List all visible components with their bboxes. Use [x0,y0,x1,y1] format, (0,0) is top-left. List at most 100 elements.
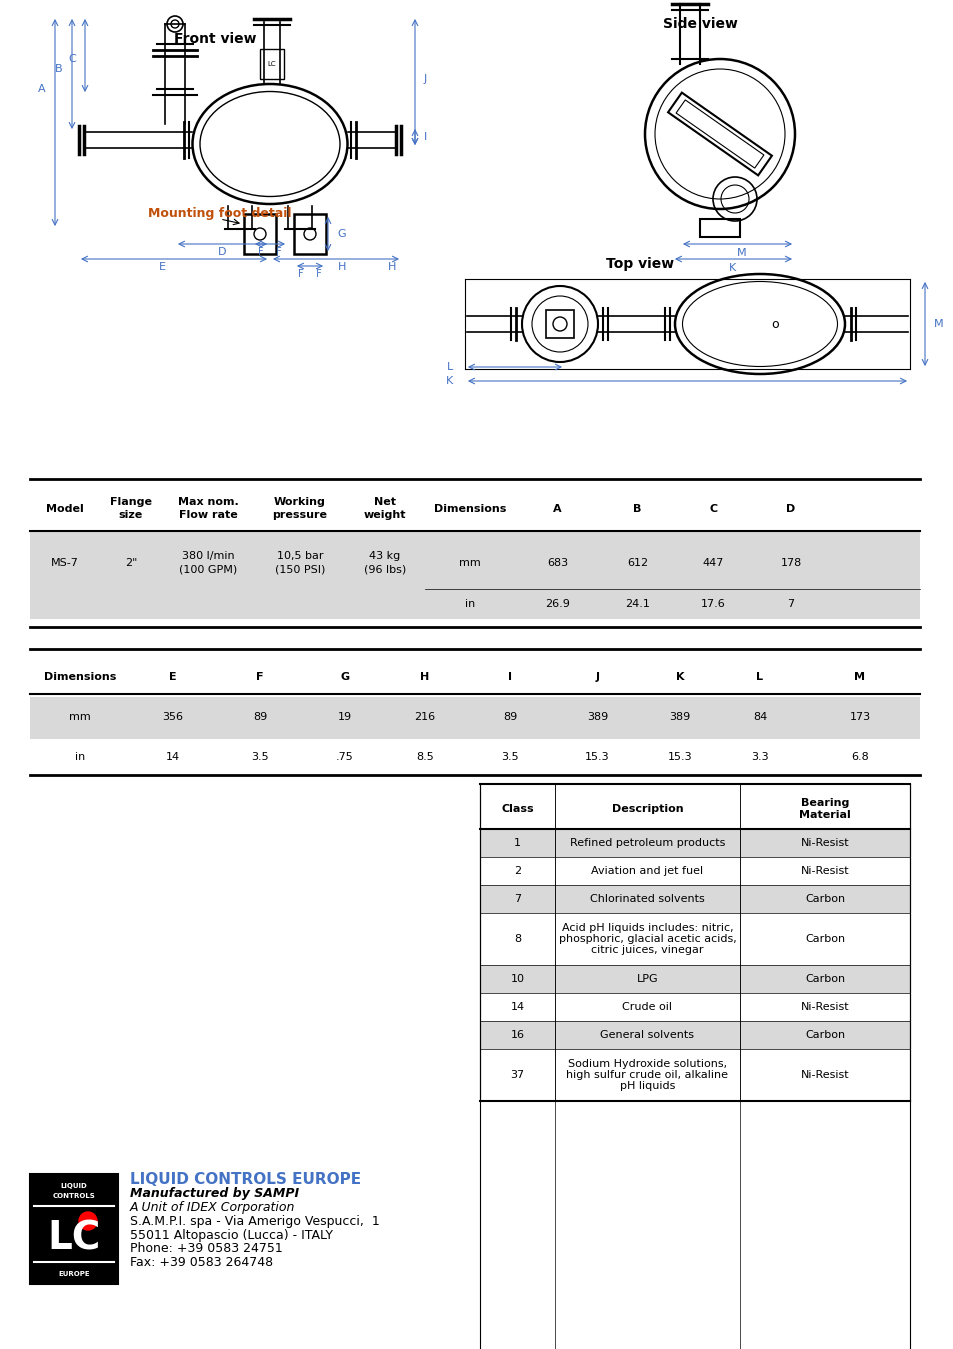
Text: LIQUID CONTROLS EUROPE: LIQUID CONTROLS EUROPE [130,1171,361,1187]
Text: General solvents: General solvents [599,1031,694,1040]
Text: 216: 216 [414,712,436,722]
Text: mm: mm [69,712,91,722]
Text: pH liquids: pH liquids [619,1081,675,1091]
Text: 15.3: 15.3 [584,751,609,762]
Text: Ni-Resist: Ni-Resist [800,1070,848,1081]
Text: Mounting foot detail: Mounting foot detail [148,208,292,220]
Text: Ni-Resist: Ni-Resist [800,866,848,876]
Text: J: J [423,74,427,84]
Text: M: M [737,248,746,258]
Text: size: size [119,510,143,519]
Text: C: C [69,54,76,63]
Text: MS-7: MS-7 [51,558,79,568]
Text: 14: 14 [165,751,179,762]
Text: 2": 2" [125,558,137,568]
Bar [545,310,574,339]
Text: K: K [729,263,736,272]
Text: Net: Net [374,496,395,507]
Text: Refined petroleum products: Refined petroleum products [569,838,724,849]
Text: phosphoric, glacial acetic acids,: phosphoric, glacial acetic acids, [558,934,736,944]
Text: Class: Class [500,804,534,813]
Text: EUROPE: EUROPE [58,1271,90,1278]
Text: 26.9: 26.9 [544,599,569,608]
Text: 2: 2 [514,866,520,876]
Text: L: L [756,672,762,683]
Text: 24.1: 24.1 [624,599,649,608]
Text: Acid pH liquids includes: nitric,: Acid pH liquids includes: nitric, [561,923,733,934]
Text: citric juices, vinegar: citric juices, vinegar [591,946,703,955]
Bar [676,100,763,169]
Text: Flange: Flange [110,496,152,507]
Text: 173: 173 [848,712,870,722]
Text: 19: 19 [337,712,352,722]
Text: Bearing: Bearing [800,799,848,808]
Text: 55011 Altopascio (Lucca) - ITALY: 55011 Altopascio (Lucca) - ITALY [130,1229,333,1241]
Text: 389: 389 [586,712,607,722]
Text: pressure: pressure [273,510,327,519]
Text: D: D [217,247,226,258]
Text: 43 kg: 43 kg [369,550,400,561]
Text: weight: weight [363,510,406,519]
Text: 389: 389 [669,712,690,722]
Text: J: J [595,672,598,683]
Text: in: in [74,751,85,762]
Text: LC: LC [268,61,276,67]
Text: Side view: Side view [662,18,737,31]
Text: I: I [507,672,512,683]
Text: 3.5: 3.5 [251,751,269,762]
Text: Flow rate: Flow rate [179,510,237,519]
Bar [479,830,909,857]
Bar [294,214,326,254]
Text: 84: 84 [752,712,766,722]
Text: Max nom.: Max nom. [178,496,238,507]
Text: 16: 16 [510,1031,524,1040]
Text: LIQUID: LIQUID [61,1183,88,1188]
Text: 356: 356 [162,712,183,722]
Text: C: C [709,505,717,514]
Bar [30,1174,118,1284]
Text: 3.5: 3.5 [500,751,518,762]
Text: Working: Working [274,496,326,507]
Text: 7: 7 [786,599,794,608]
Text: Description: Description [611,804,682,813]
Text: Dimensions: Dimensions [434,505,506,514]
Text: S.A.M.P.I. spa - Via Amerigo Vespucci,  1: S.A.M.P.I. spa - Via Amerigo Vespucci, 1 [130,1214,379,1228]
Text: 10: 10 [510,974,524,983]
Text: A Unit of IDEX Corporation: A Unit of IDEX Corporation [130,1201,295,1214]
Text: LC: LC [48,1219,101,1259]
Text: Carbon: Carbon [804,1031,844,1040]
Text: .75: .75 [335,751,354,762]
Text: Sodium Hydroxide solutions,: Sodium Hydroxide solutions, [567,1059,726,1068]
Bar [479,1021,909,1050]
Text: Model: Model [46,505,84,514]
Text: D: D [785,505,795,514]
Text: Carbon: Carbon [804,934,844,944]
Bar [700,219,740,237]
Text: 7: 7 [514,894,520,904]
Text: H: H [388,262,395,272]
Text: G: G [336,229,345,239]
Text: Manufactured by SAMPI: Manufactured by SAMPI [130,1187,299,1199]
Text: in: in [464,599,475,608]
Text: G: G [340,672,349,683]
Bar [479,965,909,993]
Text: 612: 612 [626,558,647,568]
Text: M: M [854,672,864,683]
Bar [30,532,919,619]
Text: 8.5: 8.5 [416,751,434,762]
Bar [260,49,284,80]
Text: A: A [553,505,561,514]
Text: mm: mm [458,558,480,568]
Text: E: E [158,262,165,272]
Text: 1: 1 [514,838,520,849]
Bar [667,93,771,175]
Text: Material: Material [799,809,850,820]
Text: 14: 14 [510,1002,524,1012]
Text: 683: 683 [546,558,567,568]
Text: H: H [337,262,346,272]
Text: 178: 178 [780,558,801,568]
Text: CONTROLS: CONTROLS [52,1193,95,1199]
Text: 37: 37 [510,1070,524,1081]
Bar [244,214,275,254]
Text: o: o [770,317,778,331]
